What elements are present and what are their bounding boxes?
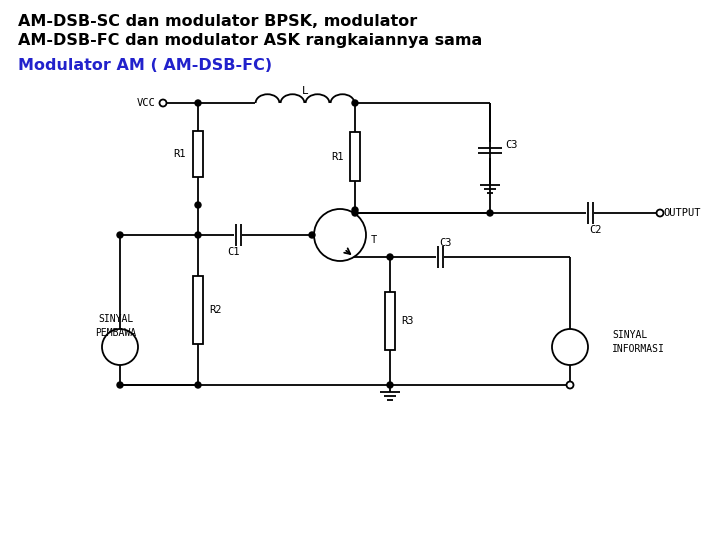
Text: R1: R1 xyxy=(174,149,186,159)
Circle shape xyxy=(309,232,315,238)
Circle shape xyxy=(352,210,358,216)
Text: R2: R2 xyxy=(210,305,222,315)
Circle shape xyxy=(352,100,358,106)
Circle shape xyxy=(352,207,358,213)
Text: C1: C1 xyxy=(227,247,239,257)
Text: SINYAL: SINYAL xyxy=(99,314,134,324)
Text: OUTPUT: OUTPUT xyxy=(663,208,701,218)
Bar xyxy=(193,131,203,177)
Text: INFORMASI: INFORMASI xyxy=(612,344,665,354)
Text: C3: C3 xyxy=(505,140,518,150)
Text: L: L xyxy=(302,86,308,96)
Text: PEMBAWA: PEMBAWA xyxy=(96,328,137,338)
Text: R3: R3 xyxy=(402,316,414,326)
Bar xyxy=(350,132,360,180)
Circle shape xyxy=(487,210,493,216)
Circle shape xyxy=(552,329,588,365)
Circle shape xyxy=(567,381,574,388)
Circle shape xyxy=(117,382,123,388)
Text: R1: R1 xyxy=(330,152,343,161)
Circle shape xyxy=(195,382,201,388)
Circle shape xyxy=(387,382,393,388)
Circle shape xyxy=(314,209,366,261)
Text: VCC: VCC xyxy=(137,98,156,108)
Circle shape xyxy=(567,382,573,388)
Text: SINYAL: SINYAL xyxy=(612,330,647,340)
Circle shape xyxy=(195,100,201,106)
Text: AM-DSB-FC dan modulator ASK rangkaiannya sama: AM-DSB-FC dan modulator ASK rangkaiannya… xyxy=(18,33,482,49)
Circle shape xyxy=(195,202,201,208)
Circle shape xyxy=(117,232,123,238)
Circle shape xyxy=(657,210,664,217)
Text: Modulator AM ( AM-DSB-FC): Modulator AM ( AM-DSB-FC) xyxy=(18,58,272,73)
Circle shape xyxy=(102,329,138,365)
Bar xyxy=(385,292,395,350)
Text: C3: C3 xyxy=(438,238,451,248)
Circle shape xyxy=(160,99,166,106)
Text: T: T xyxy=(371,235,377,245)
Circle shape xyxy=(195,232,201,238)
Bar xyxy=(193,276,203,344)
Circle shape xyxy=(387,254,393,260)
Text: C2: C2 xyxy=(589,225,601,235)
Text: AM-DSB-SC dan modulator BPSK, modulator: AM-DSB-SC dan modulator BPSK, modulator xyxy=(18,15,418,30)
